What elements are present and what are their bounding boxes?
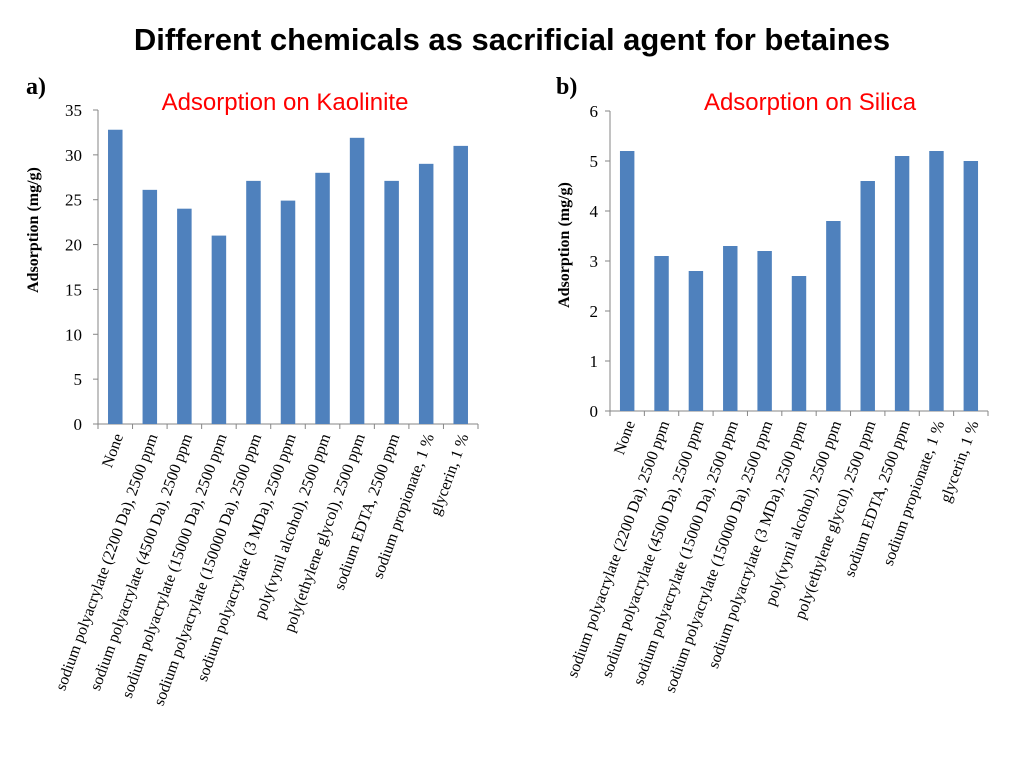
y-axis-title: Adsorption (mg/g) [25,167,42,293]
bar [280,200,296,424]
bar [757,251,772,411]
bar [688,271,704,411]
y-tick-label: 1 [590,352,599,371]
bar [142,189,158,424]
y-axis-title: Adsorption (mg/g) [556,182,573,308]
bar [177,208,192,424]
y-tick-label: 3 [590,252,599,271]
bar [453,145,468,424]
x-category-label: None [99,432,127,470]
bar [418,163,434,425]
bar [211,235,227,424]
bar [108,129,123,425]
bar [723,246,738,411]
y-tick-label: 6 [590,102,599,121]
bar [619,151,635,411]
y-tick-label: 2 [590,302,599,321]
y-tick-label: 5 [74,370,83,389]
y-tick-label: 4 [590,202,599,221]
bar [963,161,979,411]
y-tick-label: 25 [65,191,82,210]
y-tick-label: 10 [65,325,82,344]
bar [791,276,807,411]
bar [384,180,399,424]
bar [894,156,910,411]
chart-kaolinite: Adsorption on Kaolinite Adsorption (mg/g)… [25,89,479,708]
bar [315,172,330,424]
y-tick-label: 30 [65,146,82,165]
y-tick-label: 20 [65,236,82,255]
panel-label-b: b) [556,74,578,100]
bar [246,180,261,424]
chart-title: Adsorption on Kaolinite [162,89,409,116]
panel-label-a: a) [26,74,46,100]
bar [826,221,841,411]
y-tick-label: 35 [65,101,82,120]
y-tick-label: 0 [590,402,599,421]
bar [349,137,365,424]
chart-title: Adsorption on Silica [704,89,917,116]
x-category-label: None [611,419,639,457]
slide-title: Different chemicals as sacrificial agent… [133,22,891,57]
y-tick-label: 0 [74,415,83,434]
bar [929,151,944,411]
chart-silica: Adsorption on Silica Adsorption (mg/g) 0 1 2… [556,89,989,695]
bar [654,256,669,411]
bar [860,181,875,411]
y-tick-label: 5 [590,152,599,171]
y-tick-label: 15 [65,280,82,299]
